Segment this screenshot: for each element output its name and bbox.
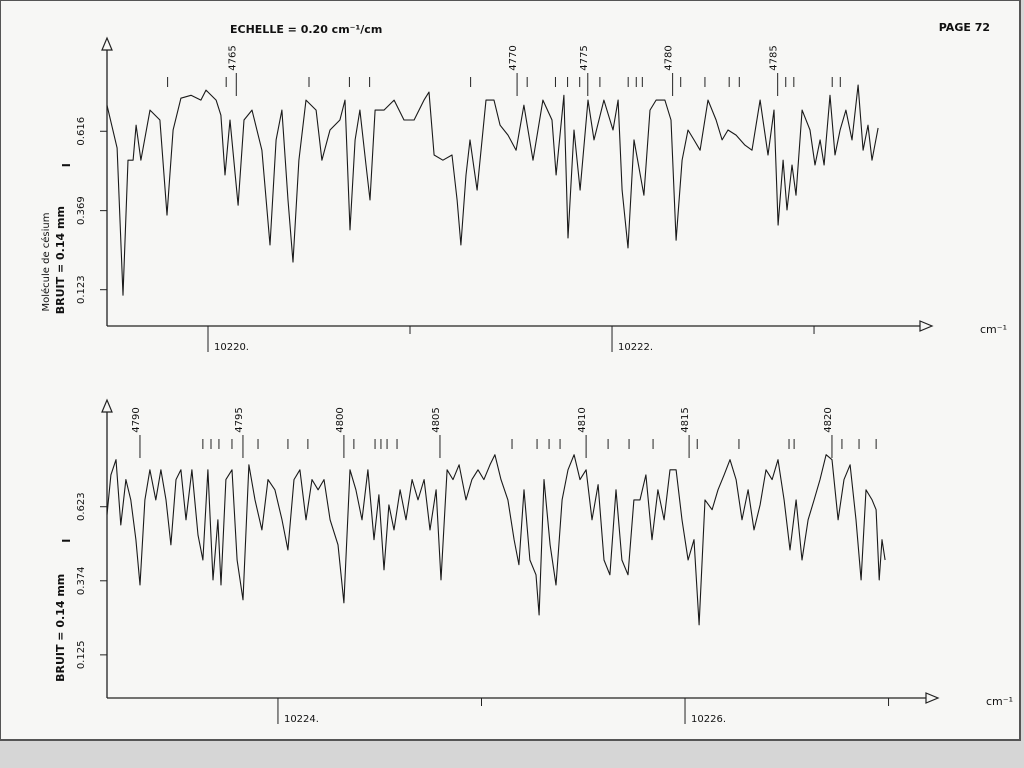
y-tick-label: 0.374 [76,566,87,595]
assignment-label: 4795 [234,407,245,432]
x-tick-label: 10222. [618,342,653,353]
spectrum-line [106,84,879,296]
y-tick-label: 0.123 [76,275,87,304]
scale-note: ECHELLE = 0.20 cm⁻¹/cm [230,23,382,36]
assignment-label: 4815 [680,407,691,432]
intensity-symbol: I [60,539,73,543]
spectrum-line [106,454,886,626]
y-axis-arrow [101,398,113,413]
x-axis-unit: cm⁻¹ [980,323,1007,336]
assignment-label: 4820 [823,407,834,432]
assignment-label: 4785 [769,45,780,70]
assignment-label: 4765 [227,45,238,70]
assignment-label: 4810 [577,407,588,432]
y-tick-label: 0.125 [76,641,87,670]
y-tick-label: 0.623 [76,492,87,521]
assignment-label: 4800 [335,407,346,432]
y-tick-label: 0.616 [76,117,87,146]
y-axis-label: BRUIT = 0.14 mm [54,574,67,682]
x-axis-arrow [919,320,934,332]
x-tick-label: 10226. [691,714,726,725]
x-tick-label: 10220. [214,342,249,353]
assignment-label: 4770 [508,45,519,70]
assignment-label: 4790 [131,407,142,432]
y-axis-label: BRUIT = 0.14 mm [54,206,67,314]
side-label: Molécule de césium [40,212,52,311]
intensity-symbol: I [60,163,73,167]
assignment-label: 4775 [579,45,590,70]
y-tick-label: 0.369 [76,196,87,225]
x-tick-label: 10224. [284,714,319,725]
assignment-label: 4780 [664,45,675,70]
y-axis-arrow [101,36,113,51]
x-axis-unit: cm⁻¹ [986,695,1013,708]
page-number: PAGE 72 [939,21,990,34]
assignment-label: 4805 [431,407,442,432]
x-axis-arrow [925,692,940,704]
paper [0,0,1021,741]
